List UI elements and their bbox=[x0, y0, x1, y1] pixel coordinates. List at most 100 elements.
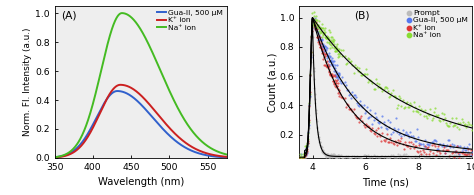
Point bbox=[311, 18, 319, 21]
Point bbox=[309, 19, 317, 22]
Point bbox=[440, 156, 447, 160]
Point bbox=[416, 105, 423, 108]
Point bbox=[296, 159, 304, 162]
Point bbox=[337, 93, 344, 96]
Point bbox=[313, 119, 320, 122]
Point bbox=[369, 126, 376, 129]
Point bbox=[459, 121, 466, 124]
Point bbox=[320, 44, 328, 47]
Point bbox=[464, 154, 471, 157]
Point bbox=[317, 37, 324, 40]
Legend: Gua-II, 500 μM, K⁺ ion, Na⁺ ion: Gua-II, 500 μM, K⁺ ion, Na⁺ ion bbox=[155, 8, 225, 32]
Point bbox=[320, 50, 328, 53]
Na⁺ ion bbox=[226, 154, 232, 156]
Point bbox=[298, 159, 306, 162]
Point bbox=[450, 123, 457, 126]
Point bbox=[391, 155, 399, 159]
Point bbox=[434, 148, 442, 151]
Point bbox=[462, 154, 470, 157]
Point bbox=[424, 156, 432, 159]
Point bbox=[416, 156, 423, 159]
K⁺ ion bbox=[221, 155, 227, 158]
Point bbox=[295, 160, 303, 163]
Point bbox=[334, 48, 342, 51]
Point bbox=[391, 95, 399, 98]
Point bbox=[363, 125, 371, 128]
Point bbox=[305, 127, 313, 130]
Point bbox=[330, 82, 337, 85]
Point bbox=[298, 157, 306, 160]
Point bbox=[324, 55, 331, 58]
Point bbox=[332, 154, 339, 157]
Point bbox=[361, 111, 368, 114]
Point bbox=[438, 155, 446, 158]
Point bbox=[316, 45, 324, 49]
Point bbox=[340, 96, 347, 99]
Point bbox=[335, 78, 342, 81]
Point bbox=[449, 124, 456, 127]
Point bbox=[465, 121, 472, 124]
Point bbox=[322, 48, 330, 51]
Point bbox=[313, 28, 320, 31]
Point bbox=[451, 155, 459, 158]
Point bbox=[332, 72, 340, 75]
Point bbox=[401, 154, 409, 157]
Point bbox=[308, 43, 315, 46]
Point bbox=[374, 155, 382, 159]
Point bbox=[398, 155, 405, 158]
Point bbox=[403, 133, 411, 136]
Point bbox=[298, 154, 305, 158]
Point bbox=[433, 115, 441, 118]
Point bbox=[325, 68, 333, 71]
Point bbox=[468, 151, 474, 154]
Point bbox=[334, 75, 341, 78]
Point bbox=[332, 82, 340, 85]
Point bbox=[442, 121, 450, 124]
Point bbox=[335, 90, 343, 94]
Point bbox=[320, 53, 328, 56]
Point bbox=[303, 149, 311, 152]
Point bbox=[310, 22, 318, 25]
Point bbox=[451, 151, 459, 154]
Point bbox=[300, 157, 307, 160]
Point bbox=[375, 132, 383, 136]
Point bbox=[342, 155, 349, 158]
Point bbox=[418, 143, 425, 146]
Point bbox=[422, 114, 430, 118]
Point bbox=[333, 156, 340, 159]
Point bbox=[397, 139, 404, 142]
Point bbox=[416, 144, 423, 147]
Point bbox=[458, 155, 465, 159]
Point bbox=[335, 154, 342, 157]
Point bbox=[317, 30, 325, 33]
Point bbox=[318, 145, 325, 149]
Gua-II, 500 μM bbox=[115, 90, 120, 92]
Point bbox=[381, 124, 389, 127]
Point bbox=[436, 142, 443, 145]
Point bbox=[331, 156, 339, 159]
Point bbox=[334, 49, 341, 52]
Point bbox=[317, 47, 324, 50]
Point bbox=[354, 117, 362, 120]
Point bbox=[388, 91, 395, 95]
Point bbox=[322, 61, 330, 64]
Point bbox=[335, 73, 343, 76]
Point bbox=[315, 36, 322, 39]
Point bbox=[328, 46, 336, 49]
Point bbox=[323, 37, 330, 40]
Point bbox=[385, 157, 393, 160]
Point bbox=[402, 102, 410, 105]
Point bbox=[399, 143, 406, 146]
Point bbox=[381, 85, 389, 88]
Point bbox=[326, 56, 334, 59]
Point bbox=[383, 128, 391, 131]
Point bbox=[313, 26, 320, 29]
Point bbox=[311, 20, 319, 23]
Point bbox=[318, 52, 325, 55]
Point bbox=[461, 152, 469, 155]
Point bbox=[348, 154, 356, 158]
Point bbox=[314, 126, 321, 129]
Point bbox=[327, 153, 335, 156]
Point bbox=[352, 66, 360, 69]
Point bbox=[445, 124, 452, 127]
